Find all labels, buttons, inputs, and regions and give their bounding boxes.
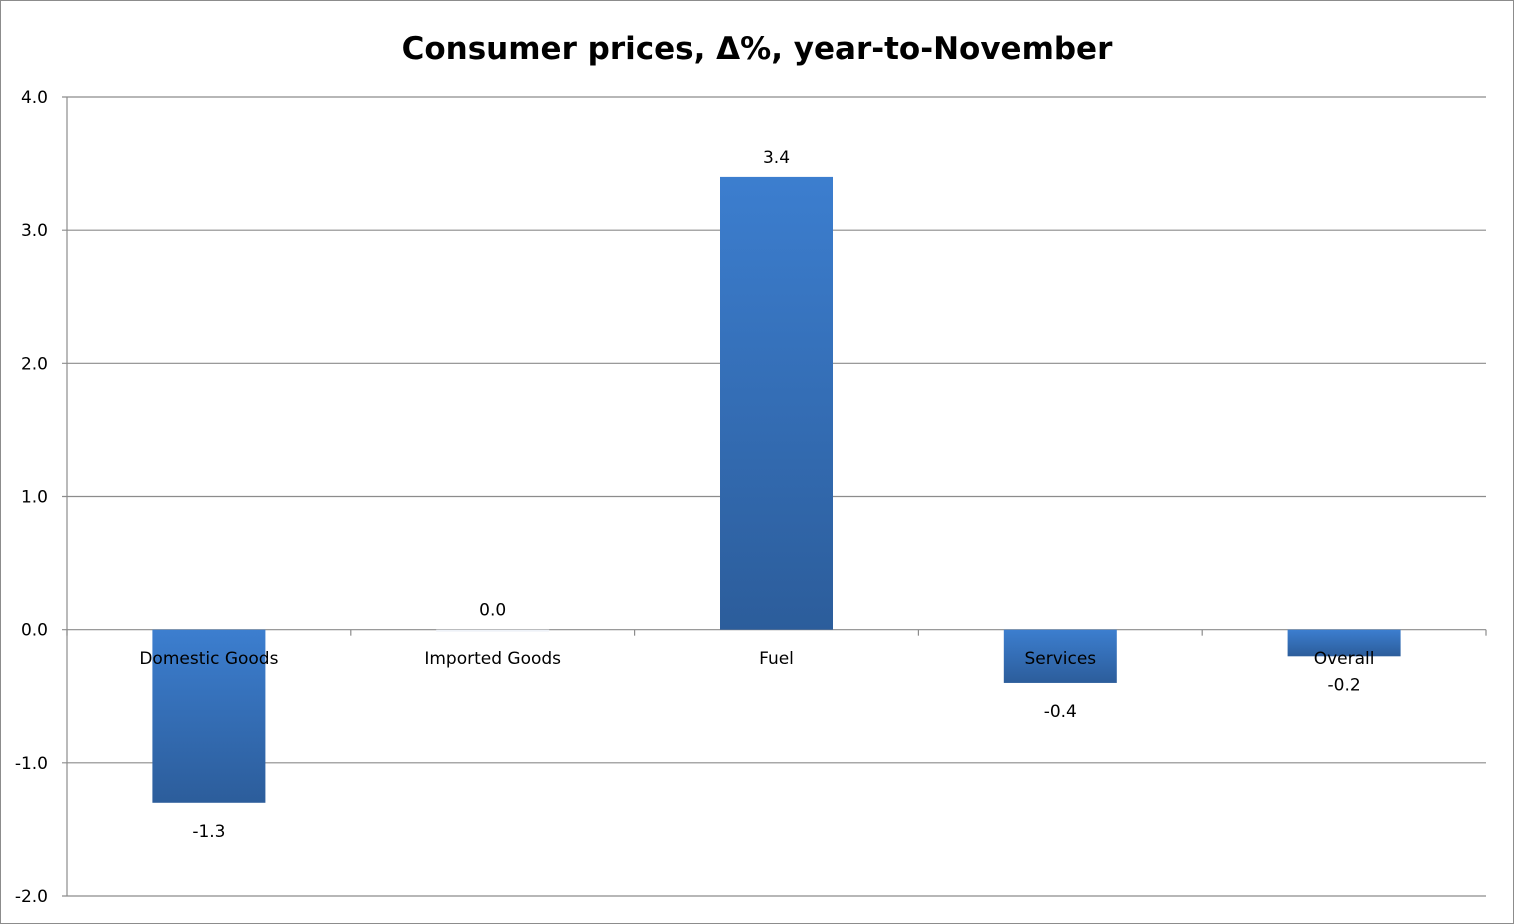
x-category-label: Services [1024,649,1096,669]
data-label: 0.0 [479,601,506,621]
bar [436,629,550,632]
y-tick-label: 3.0 [21,221,48,241]
data-label: 3.4 [763,148,790,168]
x-category-label: Overall [1314,649,1375,669]
data-label: -1.3 [192,822,225,842]
y-tick-label: 0.0 [21,621,48,641]
y-tick-label: 2.0 [21,354,48,374]
x-category-label: Imported Goods [424,649,561,669]
bar [152,629,266,803]
chart-title: Consumer prices, Δ%, year-to-November [402,31,1113,67]
y-tick-label: 4.0 [21,88,48,108]
x-category-label: Fuel [759,649,794,669]
bar [1003,629,1117,683]
y-tick-label: 1.0 [21,488,48,508]
data-label: -0.4 [1044,702,1077,722]
x-category-label: Domestic Goods [139,649,278,669]
bar [720,176,833,630]
y-tick-label: -1.0 [15,754,48,774]
y-tick-label: -2.0 [15,887,48,907]
data-label: -0.2 [1328,675,1361,695]
bar [1287,629,1401,657]
